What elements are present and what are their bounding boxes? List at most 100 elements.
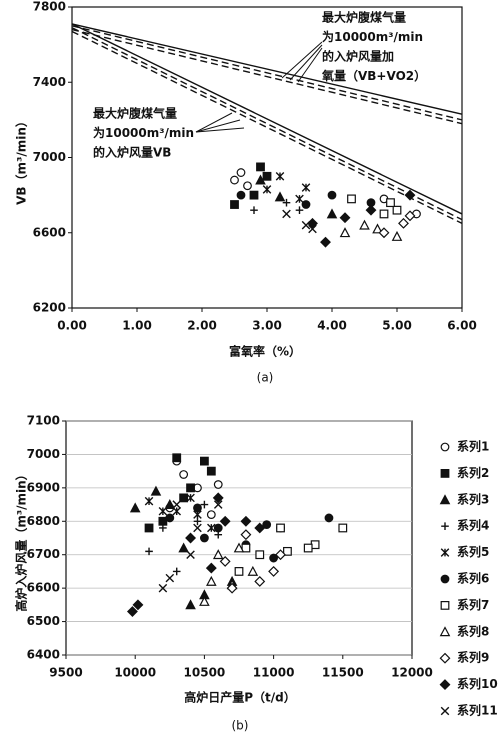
marker bbox=[339, 212, 351, 224]
marker bbox=[144, 496, 154, 506]
marker bbox=[150, 485, 162, 496]
marker bbox=[200, 500, 209, 509]
y-tick-label: 6800 bbox=[27, 514, 60, 528]
legend-marker bbox=[440, 442, 450, 452]
marker bbox=[255, 174, 266, 185]
marker bbox=[327, 190, 337, 200]
legend-marker bbox=[440, 469, 450, 478]
x-axis-label: 高炉日产量P（t/d） bbox=[184, 690, 296, 705]
marker bbox=[250, 206, 258, 214]
x-tick-label: 10000 bbox=[114, 666, 156, 680]
marker bbox=[404, 210, 416, 222]
marker bbox=[254, 522, 266, 534]
marker bbox=[249, 190, 259, 200]
marker bbox=[178, 542, 189, 553]
marker bbox=[129, 502, 141, 513]
legend-marker bbox=[440, 574, 450, 584]
legend-label: 系列2 bbox=[457, 465, 489, 480]
marker bbox=[262, 171, 272, 181]
marker bbox=[159, 524, 167, 532]
marker bbox=[219, 555, 231, 567]
arrow bbox=[195, 127, 245, 133]
marker bbox=[213, 500, 223, 509]
marker bbox=[378, 227, 390, 239]
legend-label: 系列3 bbox=[457, 491, 489, 506]
legend-marker bbox=[439, 652, 451, 664]
legend-marker bbox=[440, 548, 450, 557]
x-tick-label: 3.00 bbox=[252, 319, 282, 333]
marker bbox=[398, 217, 409, 229]
y-tick-label: 7400 bbox=[33, 75, 66, 89]
marker bbox=[243, 181, 252, 191]
legend-label: 系列9 bbox=[457, 650, 489, 665]
marker bbox=[158, 583, 168, 593]
x-tick-label: 12000 bbox=[391, 666, 433, 680]
legend-marker bbox=[439, 494, 451, 505]
marker bbox=[212, 549, 224, 560]
annotation: 最大炉腹煤气量 bbox=[93, 106, 177, 121]
annotation: 的入炉风量加 bbox=[322, 49, 394, 64]
x-tick-label: 0.00 bbox=[57, 319, 87, 333]
marker bbox=[379, 209, 389, 219]
chart: 6200 6600 7000 7400 7800 0.00 1.00 2.00 3.00 4.00… bbox=[14, 0, 477, 385]
arrow bbox=[281, 41, 323, 79]
annotation: 最大炉腹煤气量 bbox=[322, 10, 406, 25]
y-tick-label: 6600 bbox=[27, 581, 60, 595]
marker bbox=[240, 529, 252, 541]
marker bbox=[206, 575, 217, 586]
marker bbox=[359, 219, 370, 230]
y-axis-label: VB（m³/min） bbox=[14, 115, 29, 205]
marker bbox=[207, 523, 216, 533]
marker bbox=[254, 576, 266, 587]
marker bbox=[386, 198, 395, 208]
marker bbox=[275, 549, 286, 561]
annotation: 氧量（VB+VO2） bbox=[321, 68, 426, 83]
x-tick-label: 11000 bbox=[253, 666, 295, 680]
y-tick-label: 7100 bbox=[27, 414, 60, 428]
marker bbox=[165, 513, 175, 523]
marker bbox=[193, 517, 202, 526]
y-tick-label: 6900 bbox=[27, 480, 60, 494]
marker bbox=[205, 562, 217, 574]
marker bbox=[282, 209, 291, 219]
marker bbox=[219, 515, 231, 527]
line-series bbox=[71, 27, 463, 221]
marker bbox=[185, 532, 197, 544]
marker bbox=[206, 510, 216, 519]
marker bbox=[256, 162, 265, 172]
line-series bbox=[71, 28, 463, 125]
legend-label: 系列11 bbox=[457, 703, 498, 718]
y-tick-label: 7800 bbox=[33, 0, 66, 14]
marker bbox=[404, 189, 416, 201]
marker bbox=[213, 523, 223, 533]
arrow bbox=[195, 112, 233, 133]
annotation: 的入炉风量VB bbox=[93, 145, 171, 160]
marker bbox=[185, 599, 196, 610]
marker bbox=[262, 520, 272, 530]
marker bbox=[230, 175, 239, 185]
legend-label: 系列10 bbox=[457, 676, 498, 691]
marker bbox=[186, 483, 195, 493]
marker bbox=[206, 466, 216, 476]
marker bbox=[372, 223, 383, 234]
marker bbox=[262, 185, 272, 194]
line-series bbox=[71, 23, 463, 215]
y-axis-label: 高炉入炉风量（m³/min） bbox=[14, 468, 29, 611]
marker bbox=[145, 547, 153, 556]
plot-area bbox=[65, 420, 413, 656]
y-tick-label: 7000 bbox=[27, 447, 60, 461]
annotation: 为10000m³/min bbox=[93, 125, 194, 140]
marker bbox=[365, 204, 377, 216]
marker bbox=[392, 205, 402, 215]
marker bbox=[172, 506, 182, 516]
caption: (b) bbox=[232, 719, 249, 733]
marker bbox=[230, 200, 239, 209]
marker bbox=[179, 470, 189, 479]
marker bbox=[164, 498, 176, 509]
marker bbox=[301, 200, 311, 209]
marker bbox=[391, 230, 403, 241]
annotation: 为10000m³/min bbox=[322, 29, 423, 44]
marker bbox=[274, 191, 286, 202]
marker bbox=[200, 456, 209, 466]
